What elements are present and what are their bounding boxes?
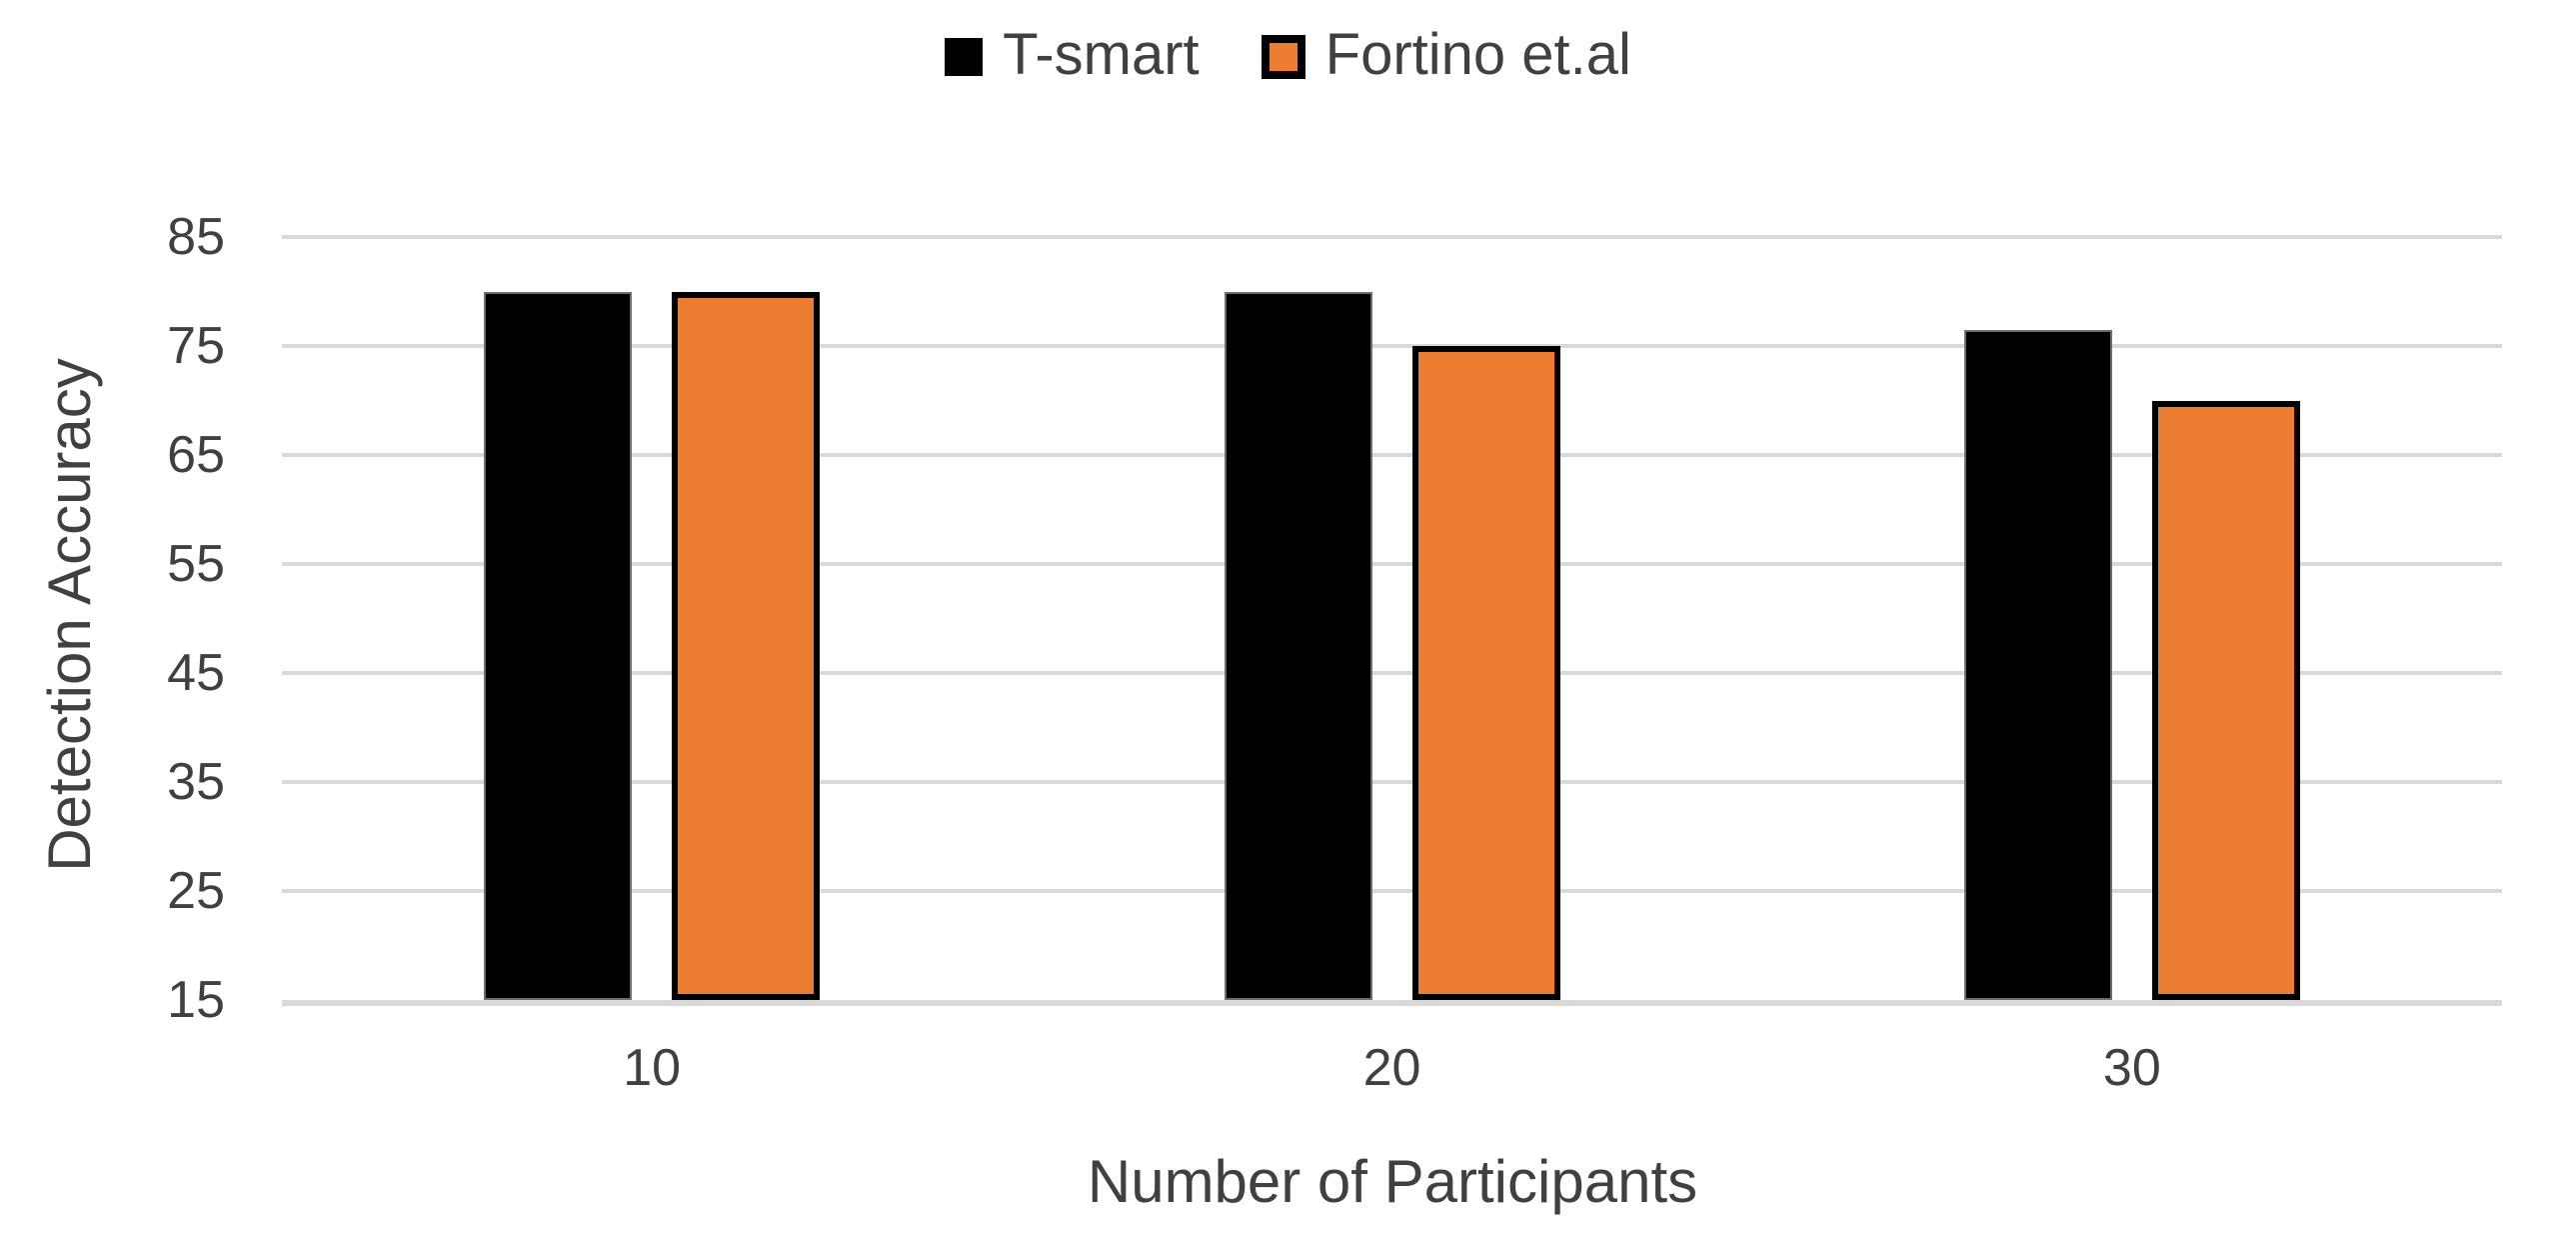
grid-line: [282, 562, 2502, 566]
y-tick-label: 65: [167, 426, 225, 484]
legend-swatch-t-smart: [945, 38, 984, 76]
grid-line: [282, 235, 2502, 239]
grid-line: [282, 889, 2502, 893]
x-tick-label: 20: [1362, 1039, 1421, 1097]
y-tick-label: 75: [167, 317, 225, 375]
y-tick-label: 35: [167, 753, 225, 811]
x-axis-title: Number of Participants: [1087, 1148, 1698, 1215]
grid-line: [282, 453, 2502, 457]
grid-line: [282, 780, 2502, 784]
y-tick-label: 45: [167, 644, 225, 702]
legend: T-smart Fortino et.al: [0, 26, 2576, 88]
legend-swatch-fortino: [1261, 35, 1305, 79]
bar-fortino-et-al-30: [2151, 400, 2300, 1000]
y-tick-label: 85: [167, 208, 225, 266]
y-tick-label: 25: [167, 862, 225, 920]
y-axis-title: Detection Accuracy: [36, 358, 103, 872]
legend-item-fortino: Fortino et.al: [1261, 22, 1631, 88]
legend-label-t-smart: T-smart: [1003, 22, 1200, 87]
y-tick-label: 55: [167, 535, 225, 593]
legend-label-fortino: Fortino et.al: [1324, 22, 1631, 87]
y-tick-label: 15: [167, 971, 225, 1029]
bar-fortino-et-al-20: [1411, 346, 1560, 1000]
x-tick-label: 30: [2102, 1039, 2161, 1097]
legend-item-t-smart: T-smart: [945, 26, 1200, 88]
grid-line: [282, 671, 2502, 675]
grid-line: [282, 344, 2502, 348]
x-axis-line: [282, 1000, 2502, 1006]
bar-fortino-et-al-10: [672, 291, 821, 1000]
x-tick-label: 10: [623, 1039, 682, 1097]
bar-t-smart-30: [1963, 329, 2112, 1000]
bar-t-smart-10: [484, 291, 633, 1000]
bar-t-smart-20: [1224, 291, 1372, 1000]
